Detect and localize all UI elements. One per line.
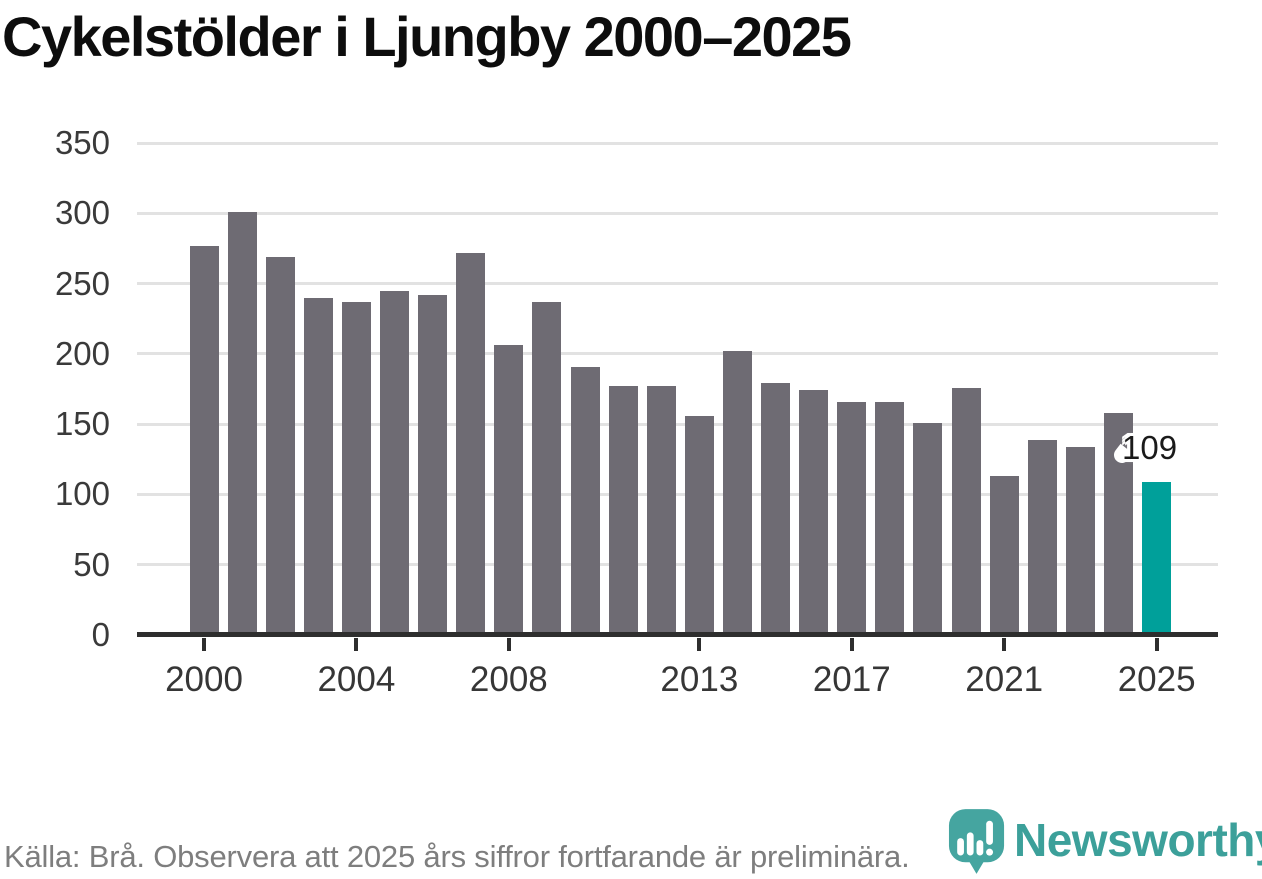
y-tick-label-0: 0 bbox=[91, 616, 110, 653]
source-note: Källa: Brå. Observera att 2025 års siffr… bbox=[4, 839, 910, 874]
bar-2010 bbox=[570, 367, 600, 635]
x-tick-label-2025: 2025 bbox=[1117, 660, 1196, 699]
x-tick-2008 bbox=[506, 638, 511, 651]
bar-2008 bbox=[494, 345, 524, 635]
x-tick-label-2013: 2013 bbox=[660, 660, 739, 699]
bar-2015 bbox=[761, 383, 791, 635]
gridline-100 bbox=[137, 492, 1218, 496]
bar-2021 bbox=[989, 476, 1019, 635]
y-tick-label-350: 350 bbox=[54, 124, 110, 161]
bar-2012 bbox=[646, 386, 676, 635]
x-tick-label-2021: 2021 bbox=[965, 660, 1044, 699]
plot-area bbox=[137, 141, 1218, 637]
x-tick-2000 bbox=[202, 638, 206, 651]
y-tick-label-200: 200 bbox=[54, 334, 110, 372]
x-tick-2013 bbox=[697, 638, 702, 651]
x-tick-2025 bbox=[1154, 638, 1159, 651]
bar-2003 bbox=[303, 298, 333, 635]
y-tick-label-50: 50 bbox=[73, 545, 110, 583]
bar-2019 bbox=[913, 423, 943, 635]
bar-2013 bbox=[684, 416, 714, 635]
annotation-text: 109 bbox=[1122, 429, 1178, 466]
bar-2009 bbox=[532, 302, 562, 635]
y-tick-label-300: 300 bbox=[54, 194, 110, 232]
bar-2016 bbox=[799, 390, 829, 635]
x-tick-label-2000: 2000 bbox=[165, 660, 243, 699]
chart-title: Cykelstölder i Ljungby 2000–2025 bbox=[2, 5, 852, 68]
gridline-200 bbox=[137, 352, 1218, 356]
bar-2004 bbox=[341, 302, 371, 635]
gridline-250 bbox=[137, 282, 1218, 286]
y-tick-label-100: 100 bbox=[54, 475, 110, 513]
bar-2005 bbox=[380, 291, 410, 635]
bar-2017 bbox=[837, 402, 867, 635]
bar-2007 bbox=[456, 253, 486, 635]
y-tick-label-150: 150 bbox=[54, 405, 110, 443]
bar-2001 bbox=[227, 212, 257, 635]
gridline-300 bbox=[137, 211, 1218, 215]
gridline-50 bbox=[137, 563, 1218, 567]
value-annotation: 109 bbox=[1110, 429, 1178, 467]
x-tick-label-2008: 2008 bbox=[469, 660, 548, 699]
bar-2022 bbox=[1027, 440, 1057, 635]
bar-2018 bbox=[875, 402, 905, 635]
newsworthy-pin-icon bbox=[948, 809, 1005, 874]
x-axis-line bbox=[137, 632, 1218, 637]
bar-2025 bbox=[1142, 482, 1172, 635]
brand-logo: Newsworthy bbox=[948, 808, 1262, 876]
gridline-150 bbox=[137, 422, 1218, 426]
bar-2000 bbox=[189, 246, 219, 635]
bar-2002 bbox=[265, 257, 295, 635]
y-axis: 0 50 100 150 200 250 300 350 bbox=[0, 0, 110, 700]
x-tick-2017 bbox=[849, 638, 854, 651]
x-tick-2021 bbox=[1002, 638, 1007, 651]
bar-2014 bbox=[722, 351, 752, 635]
x-tick-2004 bbox=[354, 638, 359, 651]
x-tick-label-2004: 2004 bbox=[317, 660, 396, 699]
x-tick-label-2017: 2017 bbox=[812, 660, 891, 699]
y-tick-label-250: 250 bbox=[54, 264, 110, 302]
bar-2023 bbox=[1065, 447, 1095, 635]
bar-2020 bbox=[951, 388, 981, 635]
bar-2011 bbox=[608, 386, 638, 635]
brand-name: Newsworthy bbox=[1014, 814, 1262, 866]
gridline-350 bbox=[137, 141, 1218, 145]
bar-2006 bbox=[418, 295, 448, 635]
